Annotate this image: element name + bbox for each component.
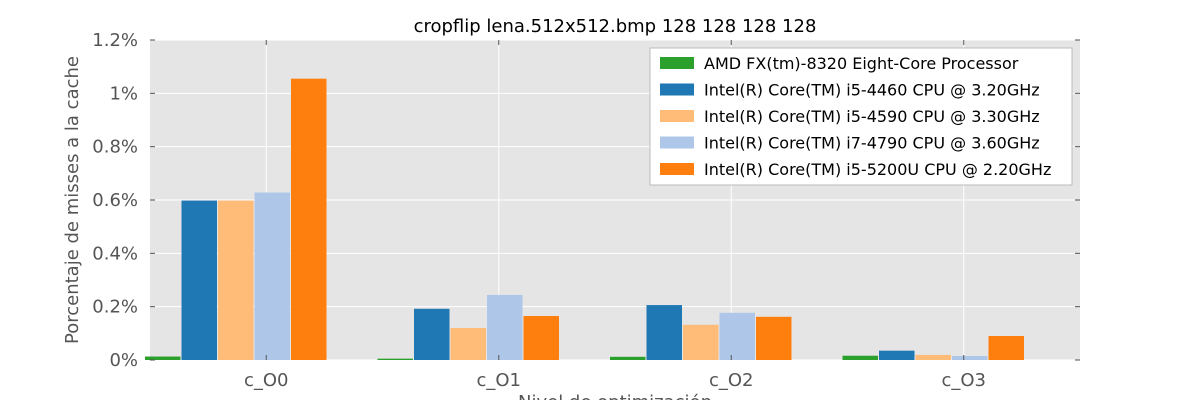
y-axis-ticks: 0% 0.2% 0.4% 0.6% 0.8% 1% 1.2% [92,30,1080,371]
chart-title: cropflip lena.512x512.bmp 128 128 128 12… [414,16,817,37]
legend-swatch [660,163,694,175]
y-tick-label: 0.2% [92,297,138,318]
bar [756,316,792,360]
legend-label: Intel(R) Core(TM) i5-4590 CPU @ 3.30GHz [704,107,1040,126]
bar [842,355,878,360]
legend-label: Intel(R) Core(TM) i5-5200U CPU @ 2.20GHz [704,160,1051,179]
x-axis-label: Nivel de optimización [518,392,712,400]
legend-label: AMD FX(tm)-8320 Eight-Core Processor [704,54,1019,73]
y-tick-label: 0.8% [92,137,138,158]
x-axis-ticks: c_O0 c_O1 c_O2 c_O3 [244,40,986,391]
y-tick-label: 1% [109,83,138,104]
bars [145,78,1024,361]
legend-swatch [660,110,694,122]
bar [683,324,719,360]
y-tick-label: 0% [109,350,138,371]
bar [523,316,559,360]
y-axis-label: Porcentaje de misses a la cache [62,56,83,344]
bar [414,308,450,360]
legend-swatch [660,57,694,69]
bar [952,356,988,360]
legend-swatch [660,83,694,96]
legend-swatch [660,136,694,149]
bar [145,356,181,360]
bar [377,358,413,360]
x-tick-label: c_O3 [941,370,986,391]
x-tick-label: c_O0 [244,370,289,391]
x-tick-label: c_O2 [709,370,754,391]
y-tick-label: 0.6% [92,190,138,211]
bar [218,200,254,360]
bar [915,354,951,360]
legend-label: Intel(R) Core(TM) i7-4790 CPU @ 3.60GHz [704,134,1040,153]
bar [291,78,327,361]
y-tick-label: 0.4% [92,243,138,264]
bar [719,312,755,360]
bar [181,200,217,360]
bar [450,328,486,360]
bar [988,336,1024,360]
x-tick-label: c_O1 [476,370,521,391]
legend-box [649,47,1073,186]
bar [879,350,915,360]
legend-label: Intel(R) Core(TM) i5-4460 CPU @ 3.20GHz [704,81,1040,100]
legend: AMD FX(tm)-8320 Eight-Core Processor Inte… [649,47,1073,186]
bar [610,356,646,360]
bar [487,294,523,360]
bar [254,192,290,360]
bar [646,305,682,360]
y-tick-label: 1.2% [92,30,138,51]
